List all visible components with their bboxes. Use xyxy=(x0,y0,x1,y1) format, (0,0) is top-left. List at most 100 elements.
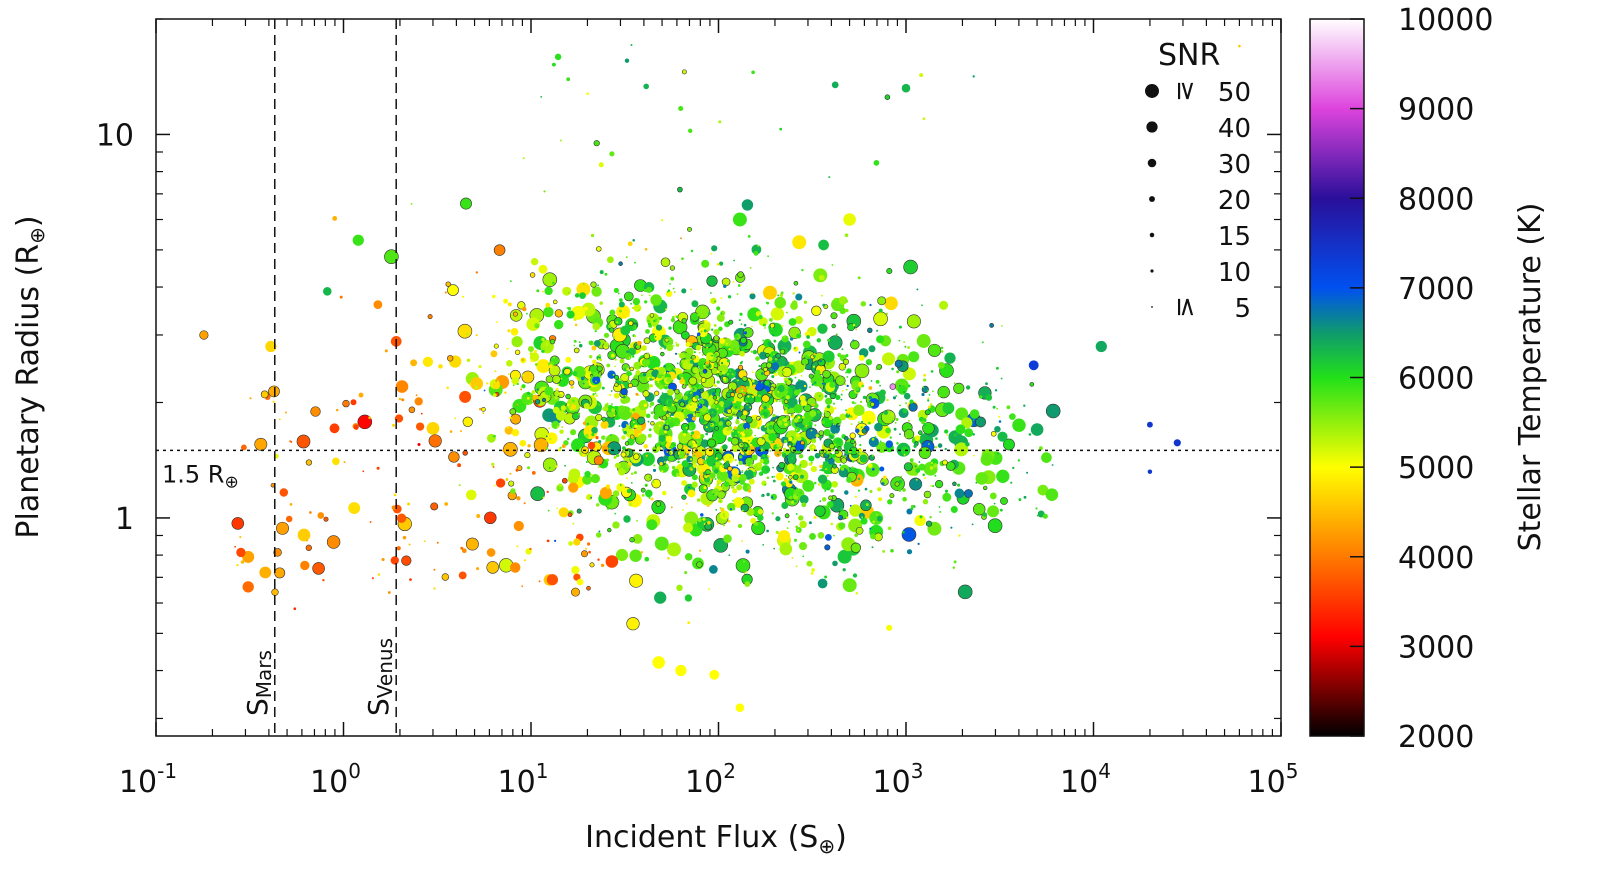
scatter-point xyxy=(752,471,757,476)
scatter-point xyxy=(796,333,802,339)
scatter-point xyxy=(444,502,449,506)
scatter-point xyxy=(640,550,644,554)
scatter-point xyxy=(297,528,311,542)
scatter-point xyxy=(850,423,853,426)
scatter-point xyxy=(545,435,548,438)
scatter-point xyxy=(716,523,719,525)
scatter-point xyxy=(718,421,724,426)
scatter-point xyxy=(971,523,974,526)
scatter-point xyxy=(938,394,941,398)
scatter-point-notable xyxy=(265,340,277,353)
scatter-point xyxy=(541,347,545,351)
scatter-point xyxy=(688,128,693,133)
scatter-point xyxy=(952,481,957,487)
size-legend-label: 15 xyxy=(1218,222,1251,252)
scatter-point xyxy=(824,544,831,551)
scatter-point xyxy=(738,455,743,459)
scatter-point xyxy=(987,505,1000,518)
scatter-point xyxy=(777,391,780,393)
scatter-point xyxy=(773,475,776,478)
scatter-point xyxy=(543,190,546,193)
scatter-point xyxy=(899,404,901,407)
scatter-point xyxy=(719,507,722,509)
scatter-point-notable xyxy=(1028,360,1039,371)
scatter-point xyxy=(812,354,816,358)
scatter-point xyxy=(521,358,525,362)
scatter-point xyxy=(641,345,647,351)
scatter-point xyxy=(643,337,651,345)
scatter-point xyxy=(676,443,684,450)
scatter-point-notable xyxy=(889,383,897,390)
scatter-point xyxy=(794,315,803,325)
scatter-point xyxy=(542,457,558,472)
scatter-point xyxy=(626,488,632,494)
scatter-point-notable xyxy=(1238,44,1241,48)
scatter-point-notable xyxy=(352,234,364,246)
scatter-point xyxy=(881,482,885,486)
scatter-point xyxy=(573,538,581,546)
scatter-point xyxy=(803,364,806,367)
scatter-point xyxy=(713,365,715,368)
scatter-point xyxy=(285,411,287,414)
scatter-point xyxy=(835,394,841,401)
scatter-point xyxy=(648,428,652,432)
scatter-point xyxy=(571,587,580,597)
scatter-point xyxy=(671,449,673,452)
scatter-point xyxy=(868,386,873,390)
scatter-point xyxy=(803,405,806,408)
scatter-point xyxy=(664,384,667,387)
scatter-point xyxy=(613,287,619,293)
scatter-point xyxy=(925,520,933,527)
scatter-point xyxy=(644,556,650,562)
scatter-point xyxy=(436,541,439,544)
scatter-point xyxy=(589,355,593,359)
scatter-point xyxy=(486,382,489,385)
scatter-point xyxy=(469,383,472,386)
scatter-point xyxy=(609,309,616,316)
scatter-point xyxy=(654,394,657,397)
scatter-point xyxy=(536,359,551,374)
scatter-point xyxy=(658,369,664,375)
scatter-point xyxy=(398,397,402,401)
scatter-point xyxy=(802,479,815,492)
scatter-point xyxy=(711,411,714,414)
scatter-point xyxy=(669,265,676,271)
scatter-point xyxy=(824,575,828,579)
scatter-point xyxy=(792,292,795,295)
scatter-point xyxy=(634,261,636,264)
scatter-point xyxy=(874,422,883,432)
scatter-point xyxy=(531,471,536,475)
scatter-point xyxy=(840,398,843,401)
scatter-point xyxy=(747,307,762,322)
scatter-point xyxy=(666,377,672,383)
scatter-point xyxy=(734,334,739,339)
scatter-point xyxy=(751,395,755,398)
scatter-point xyxy=(629,366,634,372)
scatter-point xyxy=(764,483,767,486)
scatter-point xyxy=(521,370,535,384)
scatter-point xyxy=(922,117,926,121)
scatter-point xyxy=(476,567,480,571)
scatter-point xyxy=(887,499,893,505)
scatter-point xyxy=(742,420,746,423)
scatter-point xyxy=(630,472,634,475)
scatter-point xyxy=(953,382,965,394)
scatter-point xyxy=(741,199,754,211)
scatter-point xyxy=(644,376,647,379)
scatter-point xyxy=(593,371,599,377)
scatter-point xyxy=(675,343,680,347)
scatter-point xyxy=(844,383,847,386)
scatter-point xyxy=(700,415,703,419)
scatter-point xyxy=(624,353,632,361)
scatter-point xyxy=(795,433,800,438)
scatter-point xyxy=(707,412,710,416)
scatter-point xyxy=(754,434,756,437)
scatter-point xyxy=(793,280,799,286)
scatter-point xyxy=(707,521,711,525)
scatter-point xyxy=(727,519,731,523)
scatter-point xyxy=(454,417,457,420)
scatter-point xyxy=(623,467,626,470)
scatter-point xyxy=(687,621,691,625)
scatter-point xyxy=(446,386,449,390)
size-legend-label: 30 xyxy=(1218,150,1251,180)
